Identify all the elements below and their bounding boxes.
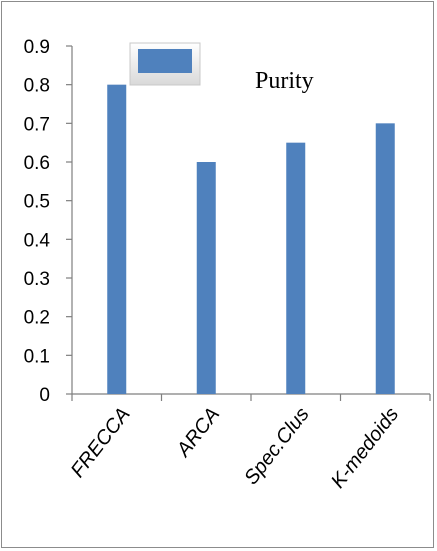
bar-arca: [196, 162, 216, 394]
y-tick-label: 0.3: [24, 269, 50, 290]
legend-label-purity: Purity: [255, 68, 314, 94]
y-tick-label: 0.1: [24, 346, 50, 367]
x-category-label: Spec.Clus: [240, 404, 313, 489]
y-tick-label: 0.8: [24, 76, 50, 97]
y-tick-label: 0.5: [24, 192, 50, 213]
y-tick-label: 0.6: [24, 153, 50, 174]
x-category-label: FRECCA: [67, 404, 135, 482]
y-axis-tick-labels: 0 0.1 0.2 0.3 0.4 0.5 0.6 0.7 0.8 0.9: [24, 37, 51, 406]
bar-k-medoids: [375, 123, 395, 394]
bar-spec-clus: [286, 142, 306, 394]
y-tick-label: 0.9: [24, 37, 50, 58]
chart-legend: Purity: [129, 42, 314, 94]
bar-frecca: [107, 84, 127, 395]
x-category-label: ARCA: [172, 404, 224, 462]
chart-axes: [66, 45, 431, 401]
legend-swatch-purity: [138, 49, 192, 73]
y-tick-label: 0.2: [24, 308, 50, 329]
x-category-label: K-medoids: [327, 404, 403, 493]
y-tick-label: 0.7: [24, 114, 50, 135]
x-axis-category-labels: FRECCA ARCA Spec.Clus K-medoids: [67, 404, 403, 493]
y-tick-label: 0.4: [24, 230, 51, 251]
bar-series-purity: [107, 84, 395, 395]
y-tick-label: 0: [39, 385, 50, 406]
